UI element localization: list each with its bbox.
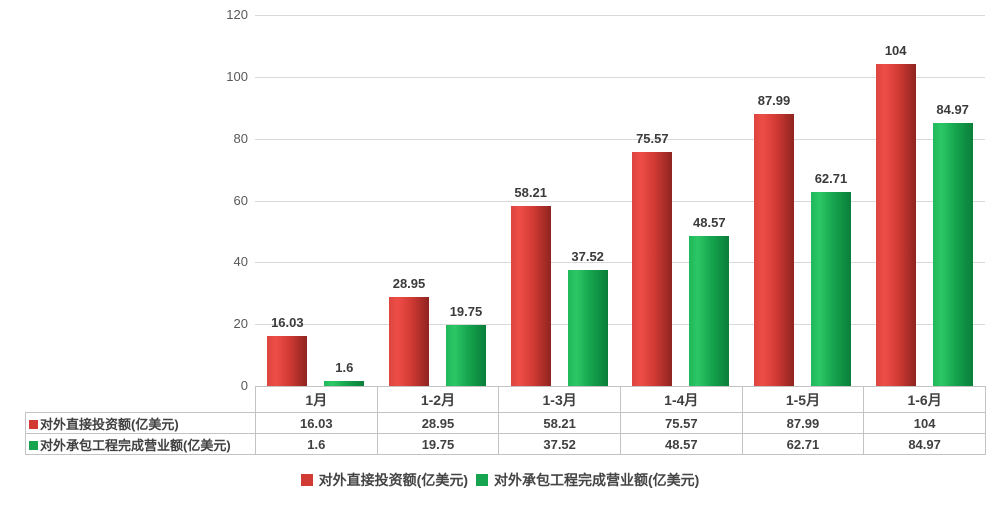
y-tick-label-80: 80 <box>233 130 248 146</box>
series1-legend-swatch-icon <box>300 474 313 486</box>
y-tick-label-120: 120 <box>226 7 248 22</box>
data-label-series1-1-4月: 75.57 <box>636 131 669 147</box>
gridline-100 <box>255 76 985 78</box>
category-row: 1月 1-2月 1-3月 1-4月 1-5月 1-6月 <box>26 386 986 413</box>
data-label-series2-1-3月: 37.52 <box>571 249 604 265</box>
y-axis: 0 20 40 60 80 100 120 <box>200 0 248 400</box>
bar-group-1-3月: 58.21 37.52 <box>498 15 620 386</box>
series2-row-label: 对外承包工程完成营业额(亿美元) <box>40 437 231 453</box>
category-cell-1-2月: 1-2月 <box>376 386 500 413</box>
bar-group-1-6月: 104 84.97 <box>863 15 985 386</box>
legend-label-series2: 对外承包工程完成营业额(亿美元) <box>494 472 700 488</box>
data-label-series2-1-6月: 84.97 <box>936 102 969 118</box>
bar-series1-1月 <box>267 336 308 386</box>
data-label-series1-1月: 16.03 <box>271 315 304 331</box>
category-cell-1-5月: 1-5月 <box>741 386 865 413</box>
legend-label-series1: 对外直接投资额(亿美元) <box>318 472 468 488</box>
plot-area: 16.03 1.6 28.95 19.75 58.21 37.52 75.57 48.57 87… <box>255 15 985 386</box>
gridline-40 <box>255 262 985 264</box>
bar-series1-1-4月 <box>632 152 673 386</box>
bar-group-1-4月: 75.57 48.57 <box>620 15 742 386</box>
data-label-series2-1月: 1.6 <box>335 360 354 376</box>
bar-group-1-5月: 87.99 62.71 <box>742 15 864 386</box>
gridline-60 <box>255 200 985 202</box>
bar-series1-1-5月 <box>753 113 794 386</box>
bar-series2-1-3月 <box>567 270 608 386</box>
data-label-series1-1-6月: 104 <box>884 43 907 59</box>
bar-group-1-2月: 28.95 19.75 <box>377 15 499 386</box>
value-cell-series2-1-2月: 19.75 <box>376 433 500 455</box>
gridline-20 <box>255 324 985 326</box>
bar-series1-1-3月 <box>510 206 551 386</box>
y-tick-label-0: 0 <box>240 378 248 393</box>
chart-legend: 对外直接投资额(亿美元) 对外承包工程完成营业额(亿美元) <box>0 470 1000 490</box>
category-cell-1-4月: 1-4月 <box>619 386 743 413</box>
value-cell-series2-1-3月: 37.52 <box>498 433 621 455</box>
category-cell-1-6月: 1-6月 <box>863 386 986 413</box>
bar-group-1月: 16.03 1.6 <box>255 15 377 386</box>
value-cell-series1-1-6月: 104 <box>863 412 986 434</box>
bar-series1-1-6月 <box>875 64 916 386</box>
data-label-series1-1-5月: 87.99 <box>757 92 791 108</box>
y-tick-label-100: 100 <box>226 68 248 84</box>
value-cell-series1-1月: 16.03 <box>255 412 378 434</box>
value-cell-series1-1-2月: 28.95 <box>376 412 500 434</box>
value-cell-series2-1-4月: 48.57 <box>619 433 743 455</box>
legend-item-series2: 对外承包工程完成营业额(亿美元) <box>476 470 699 490</box>
series2-row-header: 对外承包工程完成营业额(亿美元) <box>25 433 256 455</box>
table-corner-cell <box>26 387 256 413</box>
series1-row-header: 对外直接投资额(亿美元) <box>25 412 256 434</box>
value-cell-series2-1-6月: 84.97 <box>863 433 986 455</box>
bar-series1-1-2月 <box>388 296 429 386</box>
data-table: 1月 1-2月 1-3月 1-4月 1-5月 1-6月 对外直接投资额(亿美元) 16.0… <box>25 386 986 455</box>
y-tick-label-60: 60 <box>233 192 248 208</box>
series1-row-label: 对外直接投资额(亿美元) <box>40 416 179 432</box>
data-label-series2-1-4月: 48.57 <box>693 214 726 230</box>
value-cell-series2-1月: 1.6 <box>255 433 378 455</box>
data-label-series2-1-5月: 62.71 <box>814 171 848 187</box>
series1-key-icon <box>29 419 38 429</box>
series1-row: 对外直接投资额(亿美元) 16.03 28.95 58.21 75.57 87.99 10… <box>25 412 986 434</box>
bar-series2-1-5月 <box>810 192 851 386</box>
value-cell-series1-1-3月: 58.21 <box>498 412 621 434</box>
bar-series2-1-4月 <box>689 235 730 386</box>
data-label-series1-1-3月: 58.21 <box>514 185 547 201</box>
data-label-series2-1-2月: 19.75 <box>449 303 483 319</box>
value-cell-series1-1-4月: 75.57 <box>619 412 743 434</box>
series2-legend-swatch-icon <box>476 474 488 486</box>
bar-series2-1月 <box>324 381 365 386</box>
value-cell-series2-1-5月: 62.71 <box>741 433 865 455</box>
series2-key-icon <box>29 440 38 450</box>
gridline-120 <box>255 15 985 16</box>
gridline-80 <box>255 138 985 140</box>
y-tick-label-40: 40 <box>233 254 248 270</box>
data-label-series1-1-2月: 28.95 <box>392 275 426 291</box>
bar-series2-1-6月 <box>932 123 973 386</box>
y-tick-label-20: 20 <box>233 316 248 332</box>
bar-series2-1-2月 <box>445 324 486 386</box>
legend-item-series1: 对外直接投资额(亿美元) <box>300 470 468 490</box>
value-cell-series1-1-5月: 87.99 <box>741 412 865 434</box>
series2-row: 对外承包工程完成营业额(亿美元) 1.6 19.75 37.52 48.57 62.71… <box>25 433 986 455</box>
category-cell-1月: 1月 <box>255 386 378 413</box>
category-cell-1-3月: 1-3月 <box>498 386 621 413</box>
